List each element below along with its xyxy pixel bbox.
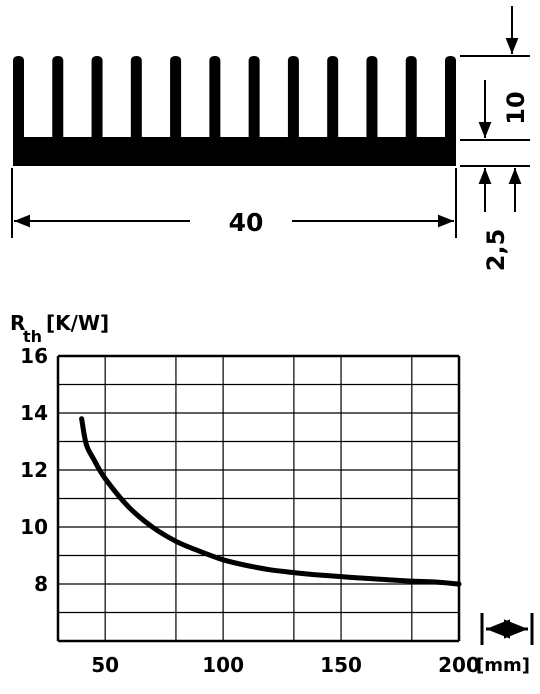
y-axis-subscript: th xyxy=(23,327,42,346)
y-axis-symbol: R xyxy=(10,311,25,335)
y-tick-label: 14 xyxy=(20,401,48,425)
base-thickness-label: 2,5 xyxy=(482,229,510,272)
heatsink-profile xyxy=(13,56,456,166)
y-axis-unit: [K/W] xyxy=(46,311,109,335)
x-tick-label: 150 xyxy=(320,653,362,677)
base-thickness-dimension: 2,5 xyxy=(460,165,530,272)
width-dimension: 40 xyxy=(11,168,457,238)
rth-curve xyxy=(79,416,462,587)
width-label: 40 xyxy=(229,208,264,237)
chart-grid xyxy=(56,354,461,643)
x-tick-label: 100 xyxy=(202,653,244,677)
heatsink-outline xyxy=(13,56,456,166)
y-tick-label: 10 xyxy=(20,515,48,539)
x-tick-label: 50 xyxy=(91,653,119,677)
x-tick-labels: 50 100 150 200 xyxy=(91,653,480,677)
fin-height-label: 10 xyxy=(502,91,530,124)
y-tick-labels: 8 10 12 14 16 xyxy=(20,344,48,596)
x-tick-label: 200 xyxy=(438,653,480,677)
fin-height-dimension: 10 xyxy=(460,6,530,141)
y-tick-label: 16 xyxy=(20,344,48,368)
x-axis-unit: [mm] xyxy=(476,655,530,676)
y-tick-label: 8 xyxy=(34,572,48,596)
rth-chart: R th [K/W] 8 10 12 14 16 50 100 150 200 [mm] xyxy=(10,311,534,677)
y-tick-label: 12 xyxy=(20,458,48,482)
length-indicator-icon xyxy=(480,613,534,645)
